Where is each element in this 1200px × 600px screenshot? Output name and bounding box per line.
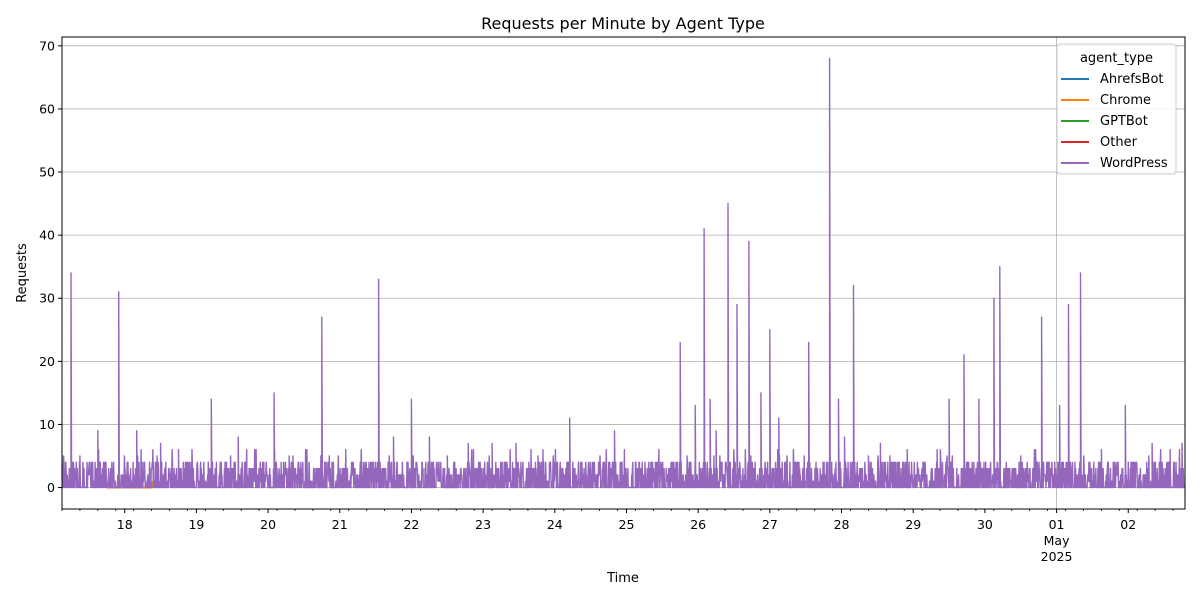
- plot-series: [62, 57, 1185, 489]
- chart-title: Requests per Minute by Agent Type: [481, 14, 765, 33]
- x-tick-label: 24: [547, 517, 563, 532]
- x-tick-label: 19: [188, 517, 204, 532]
- x-tick-label: 21: [332, 517, 348, 532]
- y-tick-label: 50: [39, 165, 55, 180]
- legend: agent_type AhrefsBot Chrome GPTBot Other Word…: [1056, 43, 1177, 175]
- x-tick-label: 25: [619, 517, 635, 532]
- y-tick-label: 40: [39, 228, 55, 243]
- legend-label-wordpress: WordPress: [1100, 156, 1168, 171]
- x-tick-label: 23: [475, 517, 491, 532]
- x-tick-label: 02: [1120, 517, 1136, 532]
- x-tick-label: 18: [117, 517, 133, 532]
- x-tick-label: 29: [905, 517, 921, 532]
- x-tick-label: 22: [403, 517, 419, 532]
- legend-label-other: Other: [1100, 135, 1138, 150]
- x-tick-label: 20: [260, 517, 276, 532]
- series-line-wordpress: [62, 57, 1185, 489]
- x-tick-label: 28: [834, 517, 850, 532]
- legend-label-chrome: Chrome: [1100, 93, 1151, 108]
- y-tick-label: 30: [39, 291, 55, 306]
- y-tick-label: 0: [47, 480, 55, 495]
- legend-label-gptbot: GPTBot: [1100, 114, 1148, 129]
- x-tick-label: 27: [762, 517, 778, 532]
- y-tick-label: 70: [39, 38, 55, 53]
- x-axis-title: Time: [606, 571, 639, 586]
- y-tick-label: 60: [39, 101, 55, 116]
- x-tick-year-label: 2025: [1041, 549, 1073, 564]
- y-tick-label: 20: [39, 354, 55, 369]
- y-axis: 0 10 20 30 40 50 60 70: [39, 38, 62, 495]
- axes-frame: [61, 36, 1186, 510]
- x-tick-label: 26: [690, 517, 706, 532]
- x-tick-month-label: May: [1044, 533, 1070, 548]
- legend-title: agent_type: [1080, 51, 1153, 66]
- x-tick-label: 30: [977, 517, 993, 532]
- y-tick-label: 10: [39, 417, 55, 432]
- x-tick-label: 01: [1049, 517, 1065, 532]
- y-axis-title: Requests: [15, 243, 30, 303]
- legend-label-ahrefsbot: AhrefsBot: [1100, 72, 1164, 87]
